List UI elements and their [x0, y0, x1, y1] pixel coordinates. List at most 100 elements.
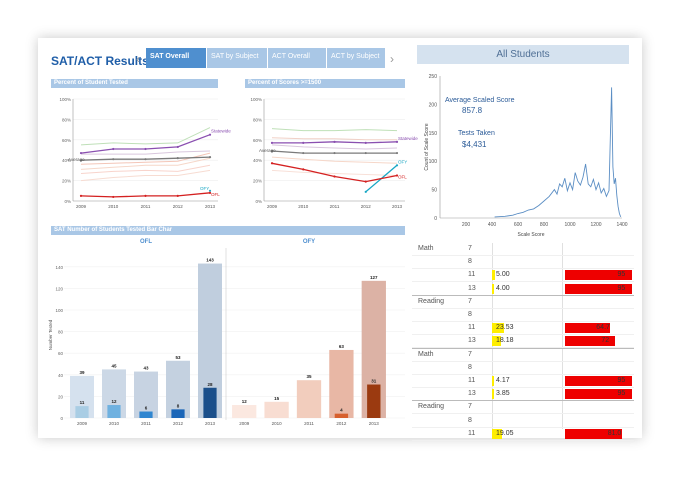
table-row: Math 7	[412, 349, 634, 362]
series-point	[176, 157, 179, 160]
series-point	[364, 151, 367, 155]
chevron-left-icon[interactable]: ‹	[136, 52, 140, 66]
tab-act-overall[interactable]: ACT Overall	[268, 48, 326, 68]
table-row: Reading 7	[412, 296, 634, 309]
series-point	[144, 194, 147, 197]
chevron-right-icon[interactable]: ›	[390, 52, 394, 66]
x-tick-label: 2013	[392, 204, 403, 209]
subject-label: Math	[418, 245, 434, 252]
y-tick-label: 40%	[253, 158, 262, 163]
row-divider	[412, 268, 634, 270]
series-point	[79, 194, 83, 197]
tab-sat-overall[interactable]: SAT Overall	[146, 48, 206, 68]
scores-panel-title: Percent of Scores >=1500	[245, 79, 405, 88]
bar-panel-title: SAT Number of Students Tested Bar Char	[51, 226, 405, 235]
row-divider	[412, 413, 634, 415]
bar-high-label: 28	[207, 382, 213, 387]
x-tick-label: 200	[462, 222, 471, 228]
table-row: Reading 7	[412, 401, 634, 415]
bar-total-label: 15	[274, 396, 280, 401]
y-tick-label: 200	[429, 102, 438, 108]
y-tick-label: 60%	[253, 138, 262, 143]
bar-high	[139, 411, 153, 418]
table-row: 11 19.05 81.0	[412, 428, 634, 441]
series-point	[364, 180, 367, 183]
series-point	[364, 190, 367, 193]
bar-total-label: 39	[79, 370, 85, 375]
x-tick-label: 1400	[616, 222, 627, 228]
bar-total-label: 53	[175, 355, 181, 360]
x-tick-label: 2010	[108, 204, 119, 209]
x-tick-label: 2011	[141, 421, 151, 426]
table-row: 8	[412, 362, 634, 375]
y-tick-label: 0	[434, 216, 437, 222]
series-point	[144, 158, 147, 161]
value-1: 4.00	[496, 284, 510, 292]
bar-total	[232, 405, 257, 418]
bar-total	[134, 371, 158, 418]
tab-sat-by-subject[interactable]: SAT by Subject	[207, 48, 267, 68]
y-tick-label: 20	[58, 394, 64, 399]
bar-total-label: 45	[111, 363, 117, 368]
grade-label: 11	[468, 271, 476, 279]
x-tick-label: 2010	[272, 421, 283, 426]
bar-group-label: OFY	[303, 239, 315, 245]
tests-taken-label: Tests Taken	[458, 130, 495, 137]
y-tick-label: 140	[55, 265, 63, 270]
y-tick-label: 60	[58, 351, 64, 356]
bar-high	[171, 409, 185, 418]
subject-table: Math 7 8 11 5.00 95 13 4.00 95 Reading 7 8 11 23.53 64…	[412, 243, 634, 441]
x-tick-label: 2011	[141, 204, 151, 209]
y-axis-label: Count of Scale Score	[424, 123, 430, 170]
y-tick-label: 100	[55, 308, 63, 313]
row-divider	[412, 439, 634, 441]
value-1: 4.17	[496, 377, 510, 384]
series-label: OFY	[200, 186, 209, 191]
red-bar	[565, 336, 616, 347]
table-row: Math 7	[412, 243, 634, 256]
bar-total	[166, 360, 190, 418]
x-tick-label: 2009	[77, 421, 88, 426]
score-distribution-chart: Average Scaled Score 857.8 Tests Taken $…	[424, 74, 628, 238]
avg-score-label: Average Scaled Score	[445, 97, 515, 104]
row-divider	[412, 334, 634, 336]
bar-high	[334, 413, 349, 418]
grade-label: 13	[468, 390, 476, 398]
value-2: 95	[617, 271, 626, 279]
grade-label: 11	[468, 429, 476, 437]
table-row: 11 5.00 95	[412, 269, 634, 283]
series-point	[333, 175, 336, 178]
series-point	[302, 151, 305, 155]
value-1: 19.05	[496, 429, 514, 437]
series-point	[270, 162, 274, 165]
y-tick-label: 250	[429, 74, 438, 80]
tab-act-by-subject[interactable]: ACT by Subject	[327, 48, 385, 68]
row-divider	[412, 387, 634, 388]
bar-group-label: OFL	[140, 239, 152, 245]
x-tick-label: 2012	[361, 204, 372, 209]
grade-label: 13	[468, 337, 476, 345]
grade-label: 7	[468, 297, 472, 305]
value-2: 95	[617, 377, 626, 384]
series-label: OFY	[398, 159, 407, 164]
row-divider	[412, 255, 634, 256]
series-point	[333, 151, 336, 155]
value-1: 5.00	[496, 271, 510, 279]
series-line	[271, 128, 398, 132]
bar-high-label: 6	[145, 406, 148, 411]
x-tick-label: 2009	[267, 204, 278, 209]
series-point	[144, 147, 147, 151]
tested-panel-title: Percent of Student Tested	[51, 79, 218, 88]
series-line	[80, 164, 211, 174]
series-point	[364, 141, 367, 144]
red-bar	[565, 323, 611, 334]
bar-total	[329, 349, 354, 418]
group-divider	[412, 347, 634, 349]
bar-high	[75, 406, 89, 418]
bar-high-label: 4	[340, 408, 343, 413]
series-label: Average	[68, 157, 85, 162]
bar-high	[107, 405, 121, 418]
x-tick-label: 2010	[298, 204, 309, 209]
series-label: OFL	[211, 192, 220, 197]
